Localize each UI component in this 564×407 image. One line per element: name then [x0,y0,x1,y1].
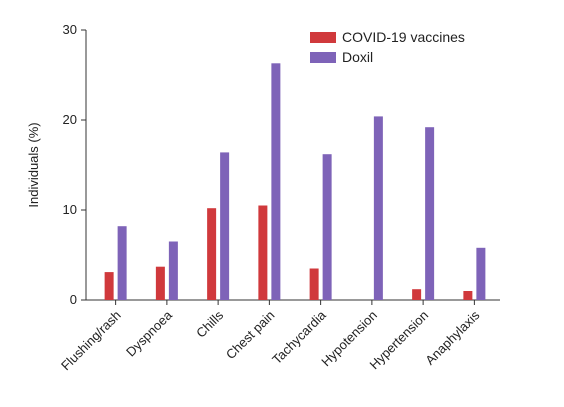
y-tick-label: 10 [63,202,77,217]
y-tick-label: 0 [70,292,77,307]
legend-swatch [310,52,336,63]
bar-covid-19-vaccines-dyspnoea [155,266,165,300]
bar-doxil-flushing-rash [117,226,127,300]
bar-doxil-chest-pain [271,63,281,300]
bar-doxil-tachycardia [322,154,332,300]
bar-doxil-hypertension [425,127,435,300]
y-axis: 0 10 20 30 [63,22,87,307]
legend-swatch [310,32,336,43]
legend-label: Doxil [342,49,373,65]
bar-doxil-chills [220,152,230,300]
x-tick-label: Anaphylaxis [422,307,483,368]
bar-doxil-hypotension [373,116,383,301]
bar-covid-19-vaccines-hypertension [412,289,422,300]
bar-covid-19-vaccines-flushing-rash [104,272,114,300]
y-tick-label: 30 [63,22,77,37]
bar-covid-19-vaccines-chest-pain [258,205,268,300]
legend: COVID-19 vaccines Doxil [310,29,465,65]
x-tick-label: Chills [193,307,226,340]
y-tick-label: 20 [63,112,77,127]
x-tick-label: Dyspnoea [123,307,176,360]
bar-doxil-dyspnoea [168,241,178,300]
x-tick-label: Flushing/rash [58,308,124,374]
x-axis [86,299,500,305]
x-tick-label: Chest pain [223,308,278,363]
legend-label: COVID-19 vaccines [342,29,465,45]
y-axis-title: Individuals (%) [26,122,41,207]
bar-doxil-anaphylaxis [476,247,486,300]
bar-covid-19-vaccines-tachycardia [309,268,319,300]
bars [104,63,486,301]
bar-covid-19-vaccines-chills [207,208,217,300]
bar-covid-19-vaccines-anaphylaxis [463,291,473,300]
